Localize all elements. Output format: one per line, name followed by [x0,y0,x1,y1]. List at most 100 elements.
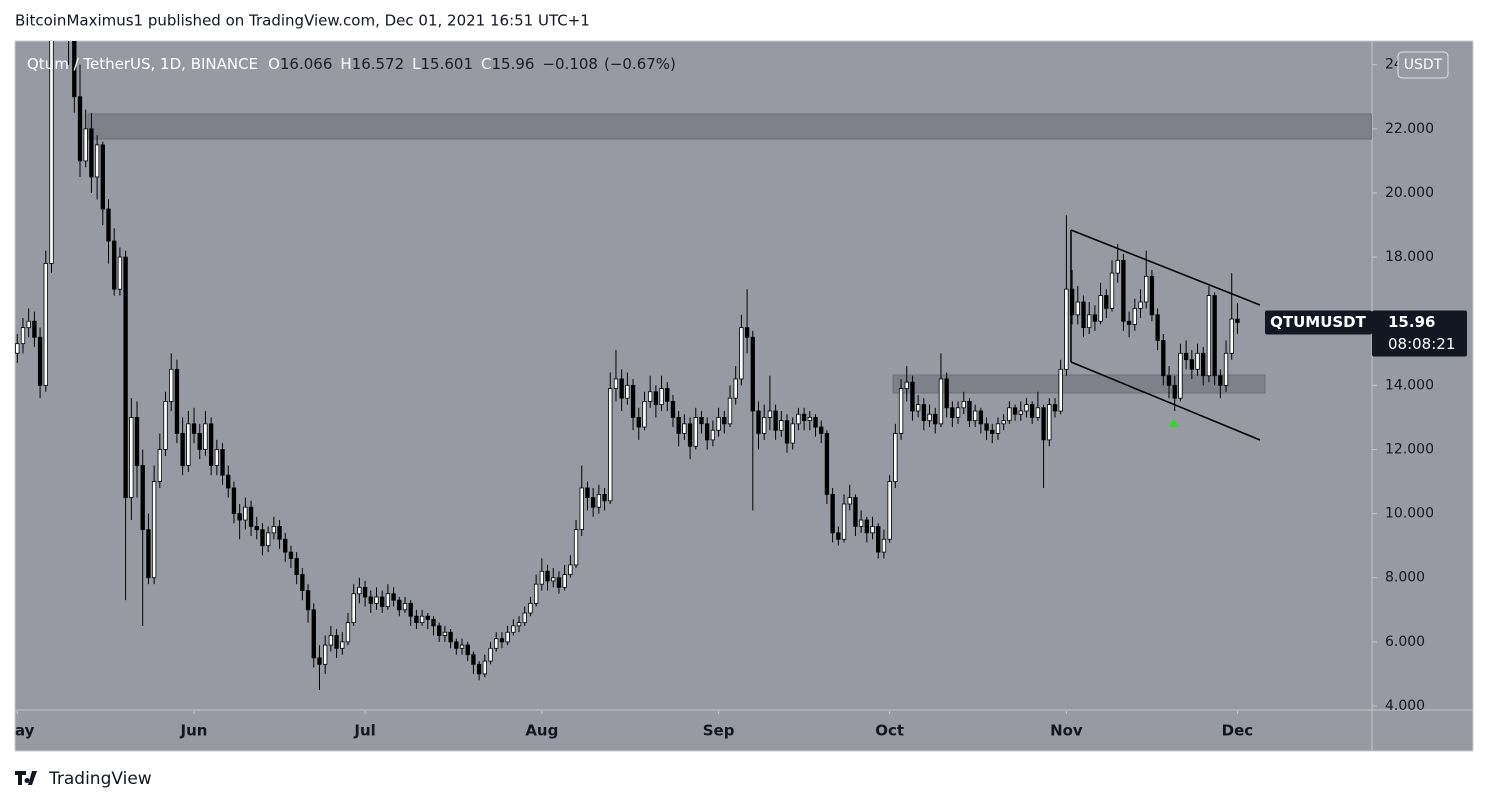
candle-body [151,481,157,579]
candle-body [756,410,761,434]
candle-body [727,397,733,425]
candle-body [955,407,961,418]
candle-body [904,381,909,389]
candle-body [1001,420,1006,425]
tradingview-logo [15,771,37,785]
candle-body [20,327,26,345]
candle-body [357,586,362,595]
candle-body [1155,314,1160,341]
candle-body [1052,404,1058,412]
candle-body [1144,275,1149,303]
candle-body [870,526,875,534]
candle-body [659,388,664,405]
candle-body [967,400,972,422]
candle-body [750,336,755,412]
candle-body [807,417,812,422]
candle-body [1218,375,1223,386]
candle-body [819,426,824,434]
channel-lower [1070,361,1261,441]
ohlc-value: 15.601 [421,55,474,73]
x-tick-label: Jul [353,722,375,740]
candle-body [402,602,408,611]
candle-body [1126,320,1132,325]
candle-body [984,423,989,431]
candle-body [915,404,921,412]
candle-body [100,144,105,210]
candle-body [511,625,516,633]
candle-body [1018,410,1023,415]
candle-body [1206,295,1212,377]
candle-body [1064,288,1069,370]
candle-body [391,593,396,601]
y-tick-label: 10.000 [1385,506,1434,522]
candle-body [437,625,442,636]
candle-body [596,493,602,508]
candle-body [368,596,373,604]
candle-body [294,558,299,575]
candle-body [1081,301,1086,329]
candle-body [556,577,562,588]
candle-body [311,609,316,659]
candle-body [317,657,322,665]
candle-body [773,410,778,431]
candle-body [1172,384,1177,399]
ohlc-letter: O [268,55,280,73]
footer-brand: TradingView [48,769,152,789]
candle-body [642,400,647,428]
candle-body [15,343,20,354]
candle-body [465,644,470,656]
candle-body [779,420,784,431]
y-tick-label: 22.000 [1385,121,1434,137]
candle-body [767,410,773,418]
candle-body [334,635,339,649]
candle-body [169,368,174,402]
candle-body [670,400,676,418]
candle-body [37,336,43,386]
candle-body [990,429,995,434]
candle-body [716,417,721,431]
legend: Qtum / TetherUS, 1D, BINANCE O16.066 H16.5… [27,55,676,73]
candle-body [77,96,83,162]
ohlc-value: 15.96 [492,55,535,73]
candle-body [271,526,277,534]
candle-body [220,449,225,476]
candle-body [129,417,134,498]
candle-body [231,487,237,515]
candle-body [1087,314,1092,329]
candle-body [636,417,641,428]
candle-body [106,208,111,242]
candle-body [488,647,493,662]
candle-body [288,551,294,559]
x-axis: May Jun Jul Aug Sep Oct Nov Dec [15,711,1253,740]
candle-body [1041,407,1046,441]
candle-body [961,400,966,409]
candle-body [89,128,94,178]
candle-body [305,590,311,611]
candle-body [853,497,858,527]
candle-body [1235,318,1240,323]
candle-body [824,433,830,495]
y-tick-label: 8.000 [1385,570,1425,586]
currency-button[interactable] [1397,51,1449,79]
candle-body [55,0,59,1]
candle-body [830,493,835,534]
candle-body [1201,352,1206,377]
currency-label[interactable]: USDT [1404,57,1443,73]
candle-body [345,622,351,643]
green-arrow [1168,419,1180,427]
candle-body [613,378,619,389]
x-tick-label: Aug [525,722,558,740]
candle-body [1195,352,1200,370]
candle-body [32,320,37,338]
candle-body [921,404,927,422]
ohlc-letter: L [412,55,421,73]
candle-body [482,660,487,675]
candle-body [1047,404,1052,441]
candle-body [687,423,693,447]
candle-body [174,368,180,434]
candle-body [214,449,220,466]
candle-body [710,429,716,441]
candle-body [898,388,904,434]
candle-body [123,256,128,498]
candle-body [938,378,944,425]
